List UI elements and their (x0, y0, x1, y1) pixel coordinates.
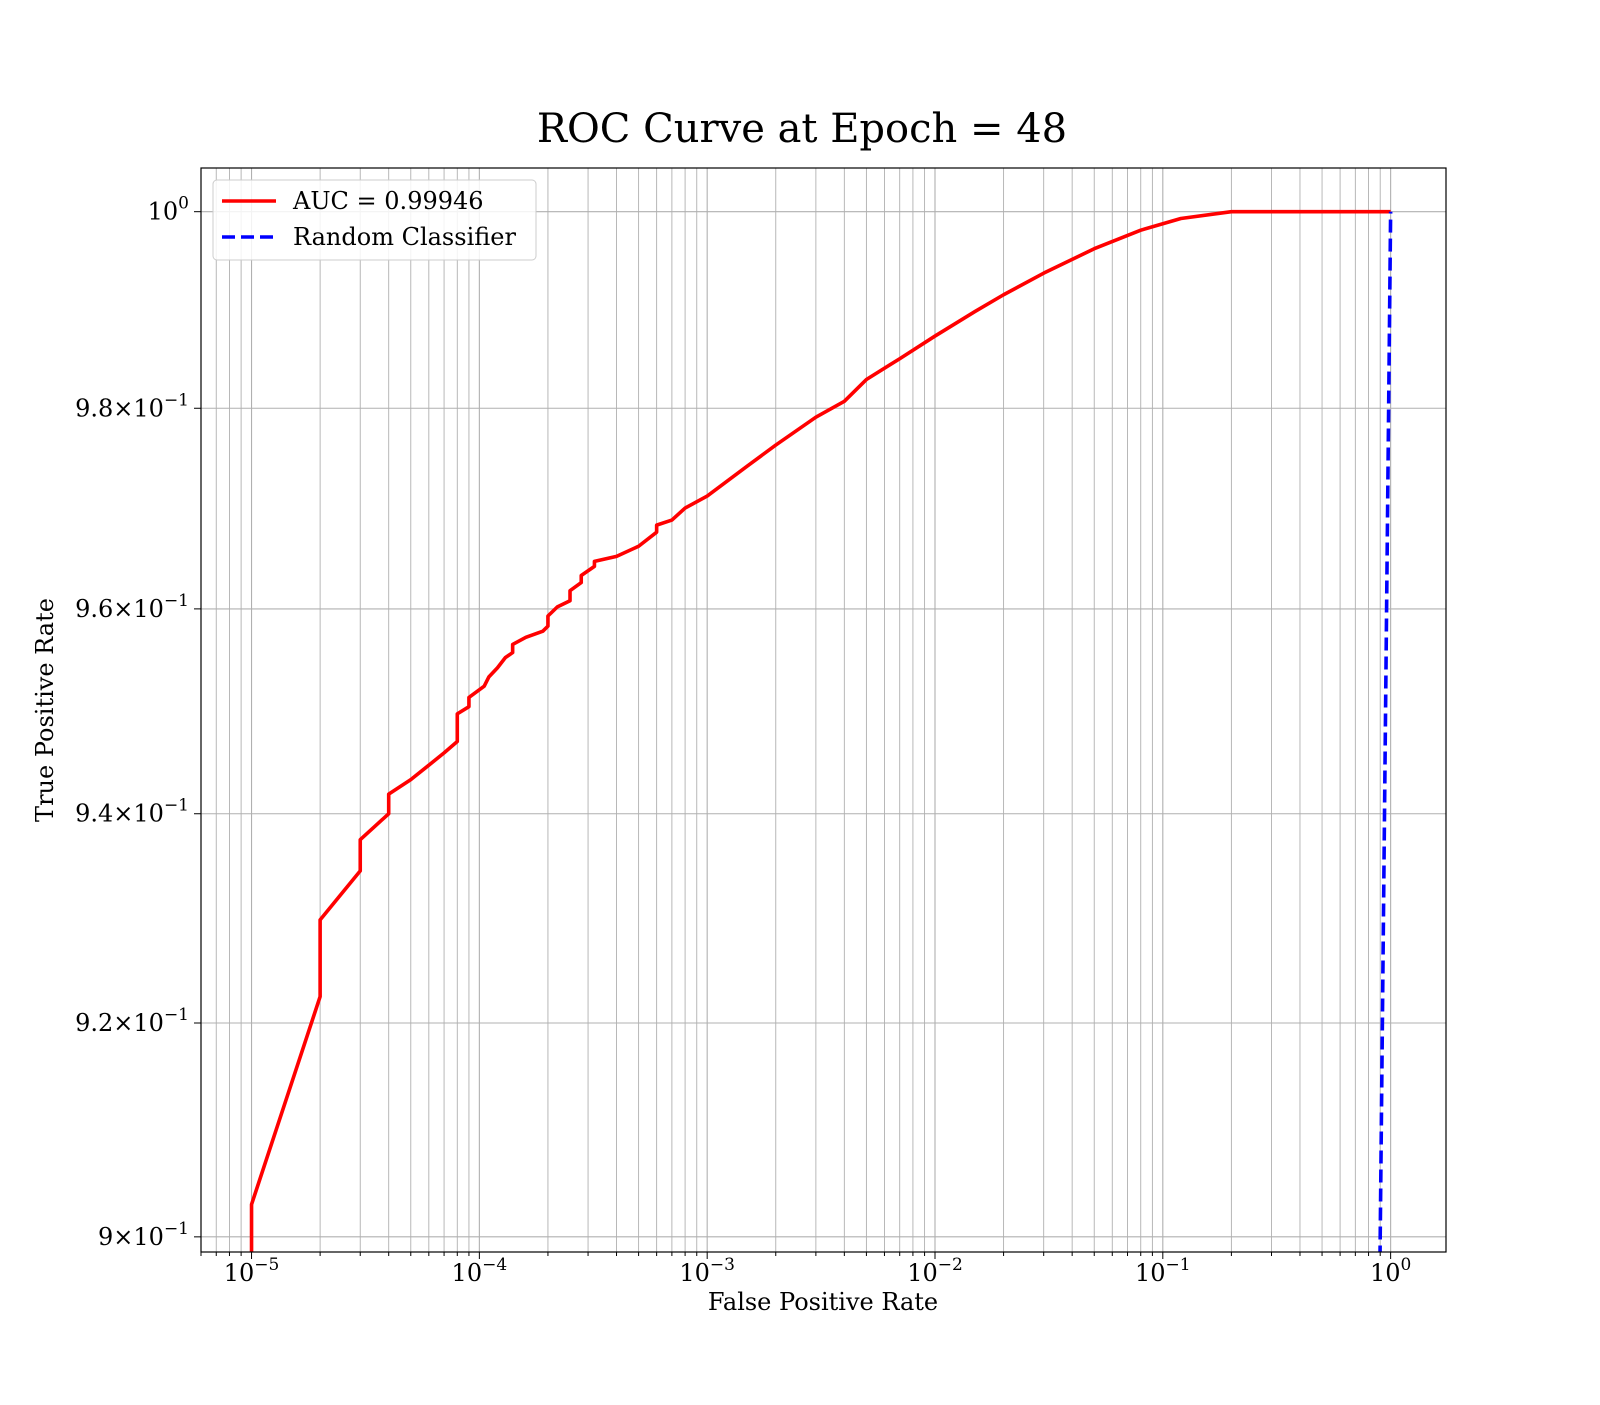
y-tick-label: 100 (148, 194, 189, 226)
x-axis-title: False Positive Rate (708, 1288, 938, 1316)
plot-frame (200, 167, 1447, 1253)
legend-label: Random Classifier (293, 223, 516, 251)
y-axis-title: True Positive Rate (31, 598, 59, 822)
x-tick-label: 10−3 (679, 1255, 735, 1287)
random-classifier-line (1378, 211, 1393, 1252)
y-tick-label: 9×10−1 (98, 1219, 189, 1251)
x-tick-label: 10−5 (224, 1255, 280, 1287)
y-tick-label: 9.8×10−1 (75, 390, 189, 422)
x-tick-label: 10−4 (452, 1255, 508, 1287)
x-tick-label: 10−1 (1135, 1255, 1191, 1287)
legend: AUC = 0.99946 Random Classifier (212, 179, 537, 261)
y-tick-label: 9.4×10−1 (75, 796, 189, 828)
x-tick-label: 10−2 (907, 1255, 963, 1287)
legend-label: AUC = 0.99946 (292, 187, 484, 215)
tick-layer: 9×10−1 9.2×10−1 9.4×10−1 9.6×10−1 9.8×10−1 10… (75, 194, 1411, 1287)
y-tick-label: 9.6×10−1 (75, 591, 189, 623)
series-layer (249, 209, 1393, 1252)
x-tick-label: 100 (1370, 1255, 1411, 1287)
y-tick-label: 9.2×10−1 (75, 1005, 189, 1037)
roc-curve-line (249, 209, 1391, 1252)
grid-layer (200, 168, 1446, 1252)
legend-box (212, 179, 537, 261)
chart-title: ROC Curve at Epoch = 48 (537, 106, 1067, 152)
